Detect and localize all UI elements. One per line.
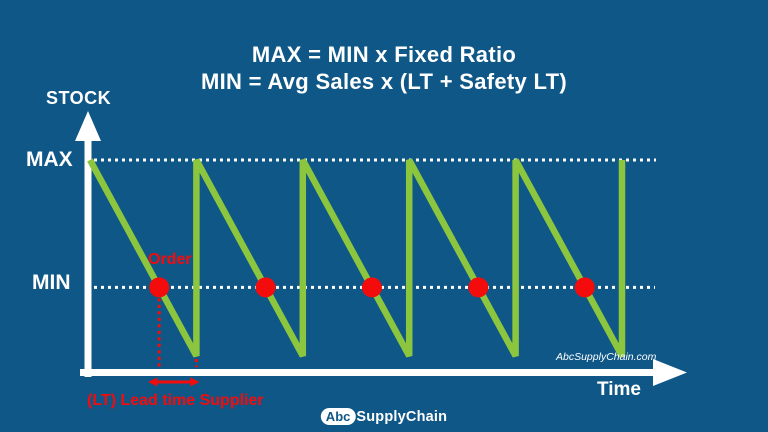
order-point-dot	[361, 277, 382, 298]
brand-logo: Abc SupplyChain	[320, 408, 448, 425]
order-point-dot	[574, 277, 595, 298]
x-axis-arrowhead-icon	[653, 359, 687, 386]
order-point-dot	[468, 277, 489, 298]
lead-time-double-arrow-icon	[148, 377, 200, 387]
order-points-group	[149, 277, 595, 298]
order-point-dot	[255, 277, 276, 298]
order-annotation: Order	[148, 251, 192, 268]
y-axis-label: STOCK	[46, 88, 112, 108]
lead-time-arrowhead-icon	[190, 377, 200, 387]
lead-time-arrowhead-icon	[148, 377, 158, 387]
formula-title: MAX = MIN x Fixed Ratio MIN = Avg Sales …	[0, 41, 768, 95]
logo-brand-name: SupplyChain	[356, 408, 448, 425]
logo-abc-badge: Abc	[320, 408, 356, 425]
stock-sawtooth-line	[87, 158, 626, 358]
formula-line-min: MIN = Avg Sales x (LT + Safety LT)	[201, 69, 567, 94]
formula-line-max: MAX = MIN x Fixed Ratio	[251, 42, 517, 67]
watermark-url: AbcSupplyChain.com	[556, 351, 657, 363]
lead-time-annotation: (LT) Lead time Supplier	[87, 392, 264, 409]
y-axis-arrowhead-icon	[75, 111, 101, 141]
max-level-label: MAX	[26, 148, 73, 171]
x-axis-label: Time	[597, 379, 642, 400]
order-point-dot	[149, 277, 170, 298]
min-level-label: MIN	[32, 271, 71, 294]
